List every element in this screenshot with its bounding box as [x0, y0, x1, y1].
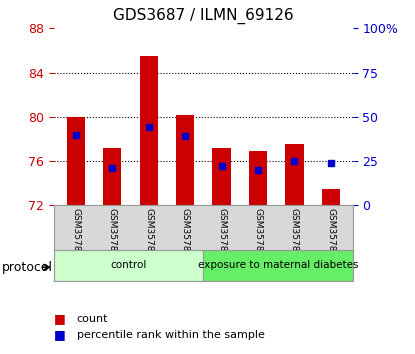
Text: percentile rank within the sample: percentile rank within the sample — [77, 330, 265, 339]
Bar — [103, 148, 121, 205]
FancyBboxPatch shape — [54, 250, 203, 281]
Bar — [286, 144, 303, 205]
Bar — [249, 151, 267, 205]
Text: ■: ■ — [54, 328, 66, 341]
Text: ■: ■ — [54, 312, 66, 325]
Text: GSM357829: GSM357829 — [108, 207, 117, 262]
Text: protocol: protocol — [2, 261, 53, 274]
Text: GSM357831: GSM357831 — [181, 207, 190, 263]
Text: GSM357828: GSM357828 — [71, 207, 81, 262]
Text: count: count — [77, 314, 108, 324]
Bar — [176, 115, 194, 205]
Bar — [212, 148, 231, 205]
Bar — [322, 189, 340, 205]
Text: GSM357833: GSM357833 — [254, 207, 263, 263]
Title: GDS3687 / ILMN_69126: GDS3687 / ILMN_69126 — [113, 8, 294, 24]
FancyBboxPatch shape — [203, 250, 353, 281]
Text: GSM357835: GSM357835 — [326, 207, 335, 263]
Bar — [139, 56, 158, 205]
Text: exposure to maternal diabetes: exposure to maternal diabetes — [198, 261, 358, 270]
Text: GSM357830: GSM357830 — [144, 207, 153, 263]
Bar — [67, 117, 85, 205]
Text: control: control — [110, 261, 147, 270]
Text: GSM357834: GSM357834 — [290, 207, 299, 262]
Text: GSM357832: GSM357832 — [217, 207, 226, 262]
